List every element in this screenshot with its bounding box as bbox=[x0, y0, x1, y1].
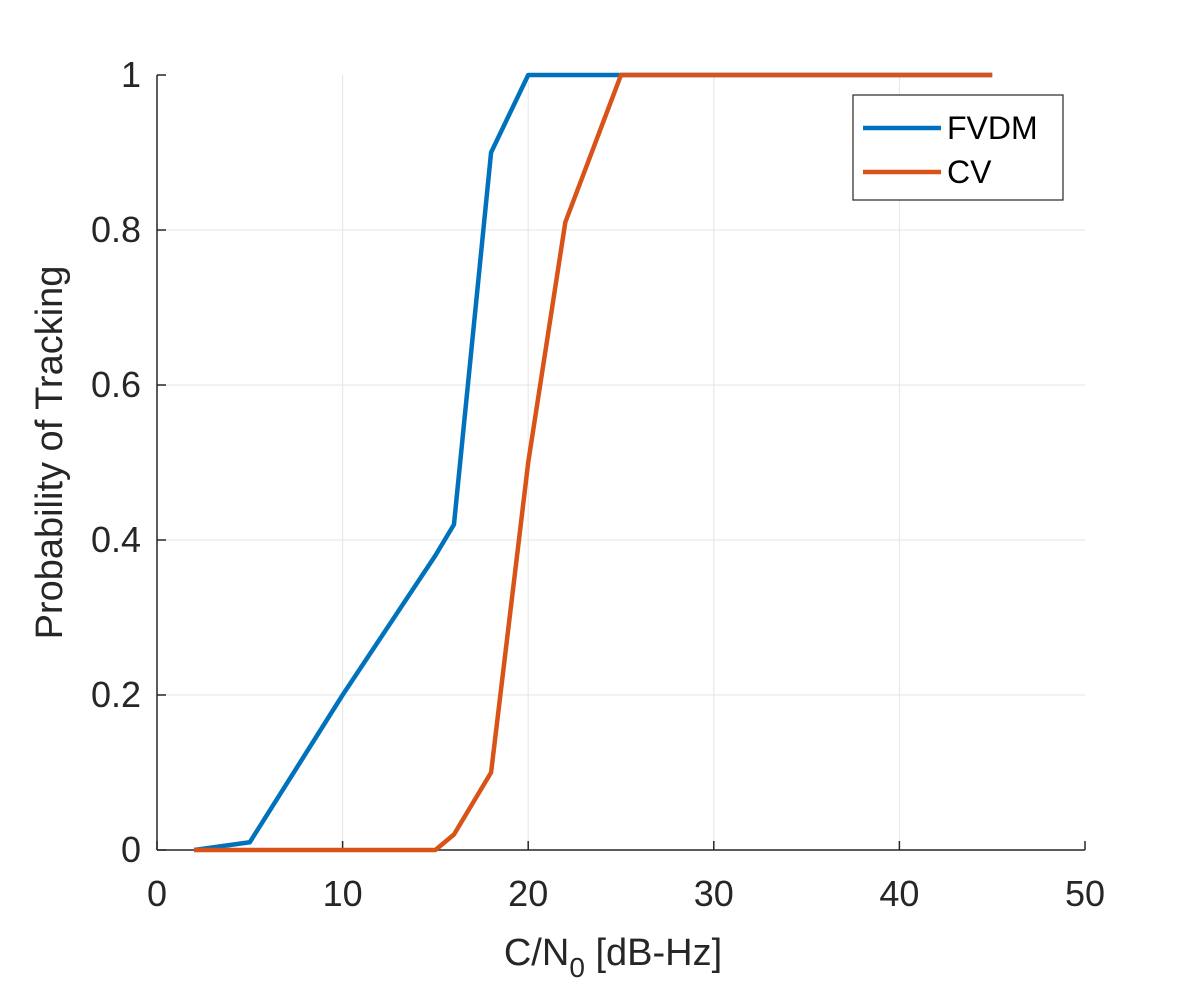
x-tick-label: 50 bbox=[1065, 873, 1105, 914]
x-tick-label: 30 bbox=[694, 873, 734, 914]
series-lines bbox=[193, 72, 993, 853]
y-tick-label: 0.8 bbox=[91, 209, 141, 250]
plot-area bbox=[157, 75, 1085, 850]
x-axis-label: C/N0 [dB-Hz] bbox=[504, 932, 722, 983]
y-tick-label: 1 bbox=[121, 54, 141, 95]
x-tick-label: 0 bbox=[147, 873, 167, 914]
x-tick-label: 40 bbox=[879, 873, 919, 914]
legend-label: CV bbox=[947, 154, 992, 190]
x-tick-label: 20 bbox=[508, 873, 548, 914]
grid-lines bbox=[157, 75, 1085, 850]
series-line-cv bbox=[194, 72, 993, 853]
y-axis-label: Probability of Tracking bbox=[29, 266, 71, 640]
x-tick-label: 10 bbox=[323, 873, 363, 914]
y-tick-label: 0.2 bbox=[91, 674, 141, 715]
x-tick-labels: 0 10 20 30 40 50 bbox=[147, 873, 1105, 914]
y-tick-label: 0.6 bbox=[91, 364, 141, 405]
legend: FVDM CV bbox=[852, 94, 1064, 201]
y-tick-labels: 0 0.2 0.4 0.6 0.8 1 bbox=[91, 54, 141, 870]
y-tick-label: 0.4 bbox=[91, 519, 141, 560]
y-tick-label: 0 bbox=[121, 829, 141, 870]
legend-box bbox=[852, 94, 1064, 201]
legend-label: FVDM bbox=[947, 110, 1038, 146]
